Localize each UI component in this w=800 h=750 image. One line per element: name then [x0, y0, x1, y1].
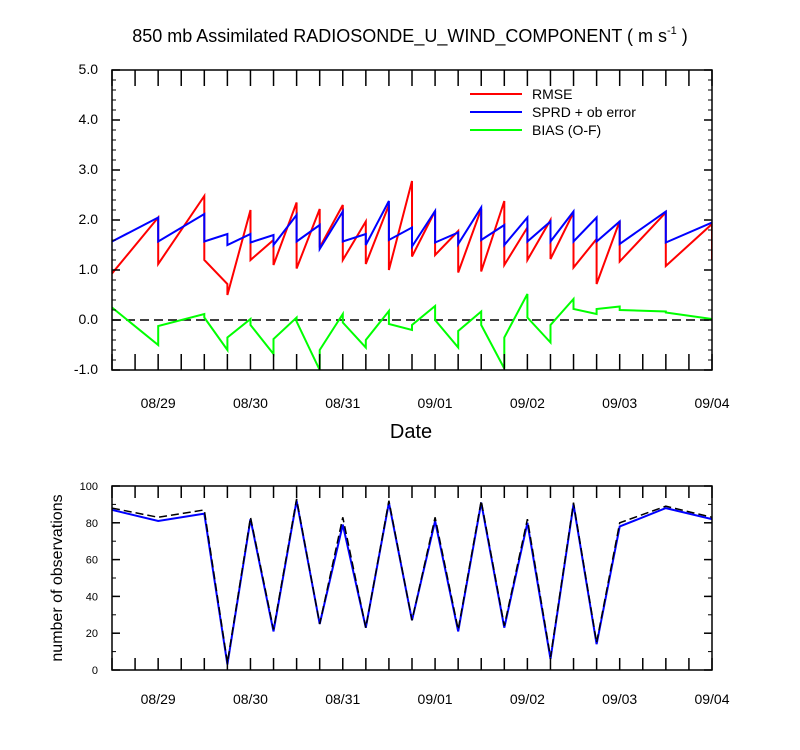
x-tick-label: 08/29: [141, 395, 176, 411]
bottom-chart: 0 20 40 60 80 100 08/29 08/30 08/31 09/01 09/02 09/…: [80, 481, 730, 707]
y-tick-label: 60: [86, 555, 98, 567]
x-tick-label: 09/02: [510, 691, 545, 707]
y-tick-label: 3.0: [79, 161, 99, 177]
x-axis-label: Date: [390, 421, 432, 443]
x-tick-label: 08/30: [233, 395, 268, 411]
x-tick-label: 08/31: [325, 691, 360, 707]
y-tick-label: 0: [92, 665, 98, 677]
x-tick-label: 09/02: [510, 395, 545, 411]
y-tick-label: -1.0: [74, 361, 98, 377]
series-line-observations-all: [112, 498, 712, 663]
y-axis-label: number of observations: [49, 494, 66, 661]
y-tick-label: 40: [86, 591, 98, 603]
y-tick-label: 5.0: [79, 61, 99, 77]
y-tick-label: 20: [86, 628, 98, 640]
y-tick-label: 100: [80, 481, 98, 493]
series-line-bias-o-f: [112, 293, 712, 370]
x-tick-label: 09/03: [602, 395, 637, 411]
x-tick-label: 08/30: [233, 691, 268, 707]
legend-label: RMSE: [532, 86, 572, 102]
y-tick-label: 4.0: [79, 111, 99, 127]
x-tick-label: 09/01: [418, 691, 453, 707]
chart-title-superscript: -1: [667, 25, 677, 37]
chart-title: 850 mb Assimilated RADIOSONDE_U_WIND_COM…: [132, 25, 688, 47]
series-line-observations: [112, 500, 712, 665]
x-tick-label: 09/04: [694, 691, 729, 707]
x-tick-label: 08/29: [141, 691, 176, 707]
x-tick-label: 09/03: [602, 691, 637, 707]
top-chart: -1.0 0.0 1.0 2.0 3.0 4.0 5.0 08/29 08/30 08/31 09/…: [74, 61, 730, 411]
x-tick-label: 09/04: [694, 395, 729, 411]
y-tick-label: 0.0: [79, 311, 99, 327]
x-tick-label: 09/01: [418, 395, 453, 411]
y-tick-label: 80: [86, 518, 98, 530]
y-tick-label: 2.0: [79, 211, 99, 227]
chart-title-end: ): [677, 26, 688, 46]
x-tick-label: 08/31: [325, 395, 360, 411]
series-line-rmse: [112, 180, 712, 296]
y-tick-label: 1.0: [79, 261, 99, 277]
legend-label: BIAS (O-F): [532, 122, 601, 138]
series-line-sprd-ob-error: [112, 200, 712, 253]
legend-label: SPRD + ob error: [532, 104, 636, 120]
